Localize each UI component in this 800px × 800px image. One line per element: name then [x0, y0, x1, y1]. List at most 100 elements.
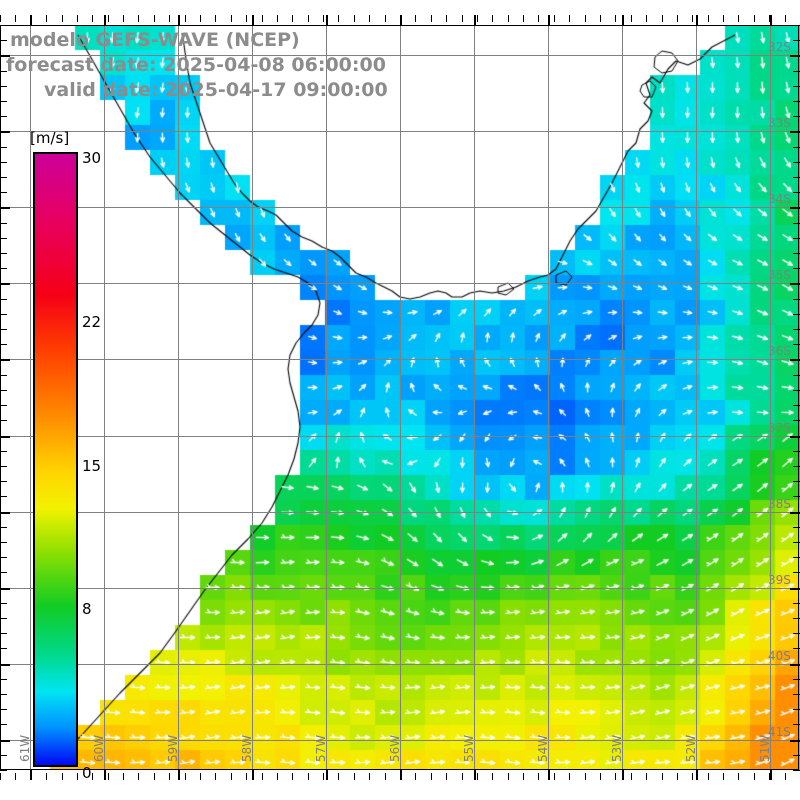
- tick-mark-major: [104, 770, 106, 780]
- tick-mark: [793, 314, 800, 315]
- tick-mark: [793, 648, 800, 649]
- tick-mark: [0, 253, 7, 254]
- tick-mark: [154, 15, 155, 22]
- tick-mark: [0, 40, 7, 41]
- tick-mark: [262, 773, 263, 780]
- tick-mark: [292, 773, 293, 780]
- tick-mark: [431, 15, 432, 22]
- grid-line-horizontal: [0, 436, 800, 437]
- tick-mark-major: [770, 770, 772, 780]
- tick-mark: [462, 773, 463, 780]
- tick-mark: [0, 618, 7, 619]
- tick-mark: [215, 15, 216, 22]
- tick-mark: [662, 15, 663, 22]
- tick-mark: [793, 162, 800, 163]
- grid-line-vertical: [400, 25, 401, 770]
- tick-mark: [169, 15, 170, 22]
- tick-mark: [793, 25, 800, 26]
- tick-mark: [0, 648, 7, 649]
- tick-mark: [262, 15, 263, 22]
- tick-mark-major: [790, 283, 800, 285]
- longitude-label: 52W: [684, 734, 698, 762]
- latitude-label: 36S: [768, 344, 791, 358]
- tick-mark-major: [790, 207, 800, 209]
- tick-mark: [793, 542, 800, 543]
- tick-mark: [62, 15, 63, 22]
- tick-mark: [62, 773, 63, 780]
- tick-mark: [631, 773, 632, 780]
- tick-mark: [793, 192, 800, 193]
- tick-mark: [0, 466, 7, 467]
- grid-line-vertical: [548, 25, 549, 770]
- tick-mark: [508, 773, 509, 780]
- tick-mark-major: [622, 770, 624, 780]
- tick-mark: [646, 15, 647, 22]
- grid-line-vertical: [696, 25, 697, 770]
- latitude-label: 40S: [768, 649, 791, 663]
- tick-mark: [793, 253, 800, 254]
- tick-mark: [0, 527, 7, 528]
- tick-mark: [646, 773, 647, 780]
- tick-mark: [169, 773, 170, 780]
- colorbar-unit-label: [m/s]: [30, 129, 70, 147]
- tick-mark: [677, 15, 678, 22]
- tick-mark: [0, 299, 7, 300]
- tick-mark: [0, 557, 7, 558]
- tick-mark: [323, 15, 324, 22]
- tick-mark: [793, 344, 800, 345]
- tick-mark: [0, 633, 7, 634]
- tick-mark: [492, 15, 493, 22]
- tick-mark: [793, 71, 800, 72]
- latitude-label: 37S: [768, 421, 791, 435]
- tick-mark: [231, 15, 232, 22]
- tick-mark: [338, 15, 339, 22]
- tick-mark-major: [178, 770, 180, 780]
- grid-line-horizontal: [0, 588, 800, 589]
- tick-mark: [793, 86, 800, 87]
- grid-line-horizontal: [0, 131, 800, 132]
- tick-mark: [738, 15, 739, 22]
- longitude-label: 58W: [240, 734, 254, 762]
- tick-mark-major: [400, 770, 402, 780]
- tick-mark: [793, 603, 800, 604]
- tick-mark: [46, 15, 47, 22]
- tick-mark: [723, 773, 724, 780]
- tick-mark: [108, 15, 109, 22]
- tick-mark: [0, 223, 7, 224]
- tick-mark: [0, 603, 7, 604]
- tick-mark: [793, 147, 800, 148]
- tick-mark: [369, 15, 370, 22]
- tick-mark: [793, 238, 800, 239]
- tick-mark: [615, 15, 616, 22]
- tick-mark-major: [0, 740, 10, 742]
- tick-mark-major: [0, 207, 10, 209]
- tick-mark: [0, 375, 7, 376]
- tick-mark: [92, 15, 93, 22]
- tick-mark: [415, 773, 416, 780]
- tick-mark: [338, 773, 339, 780]
- tick-mark: [554, 15, 555, 22]
- tick-mark: [0, 724, 7, 725]
- tick-mark: [231, 773, 232, 780]
- tick-mark: [692, 773, 693, 780]
- tick-mark: [793, 709, 800, 710]
- tick-mark: [0, 679, 7, 680]
- colorbar: [33, 152, 78, 767]
- tick-mark: [569, 15, 570, 22]
- tick-mark: [0, 405, 7, 406]
- tick-mark: [785, 773, 786, 780]
- tick-mark-major: [0, 588, 10, 590]
- tick-mark: [793, 694, 800, 695]
- tick-mark-major: [790, 664, 800, 666]
- tick-mark: [793, 496, 800, 497]
- tick-mark: [785, 15, 786, 22]
- tick-mark: [793, 390, 800, 391]
- tick-mark: [308, 773, 309, 780]
- tick-mark: [793, 633, 800, 634]
- tick-mark: [793, 557, 800, 558]
- tick-mark: [462, 15, 463, 22]
- grid-line-horizontal: [0, 55, 800, 56]
- grid-line-vertical: [474, 25, 475, 770]
- grid-line-vertical: [30, 25, 31, 770]
